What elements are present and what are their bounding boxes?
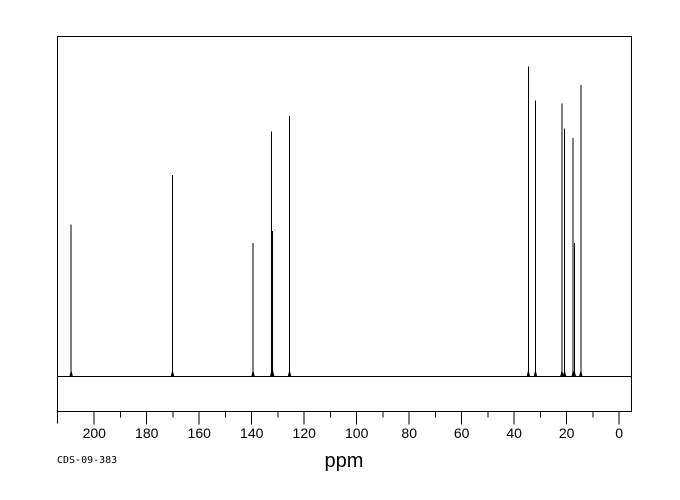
plot-frame bbox=[57, 36, 632, 412]
x-axis-tick-label: 40 bbox=[506, 425, 522, 441]
sample-id-label: CDS-09-383 bbox=[57, 455, 118, 466]
x-axis-tick-label: 180 bbox=[135, 425, 159, 441]
x-axis-tick-label: 100 bbox=[345, 425, 369, 441]
x-axis-tick-label: 140 bbox=[240, 425, 264, 441]
x-axis-tick-label: 0 bbox=[615, 425, 623, 441]
x-axis-tick-label: 80 bbox=[401, 425, 417, 441]
x-axis-title: ppm bbox=[324, 450, 364, 472]
x-axis-tick-label: 200 bbox=[83, 425, 107, 441]
x-axis-tick-label: 160 bbox=[188, 425, 212, 441]
x-axis-tick-label: 20 bbox=[559, 425, 575, 441]
x-axis-tick-label: 120 bbox=[293, 425, 317, 441]
x-axis-tick-label: 60 bbox=[454, 425, 470, 441]
